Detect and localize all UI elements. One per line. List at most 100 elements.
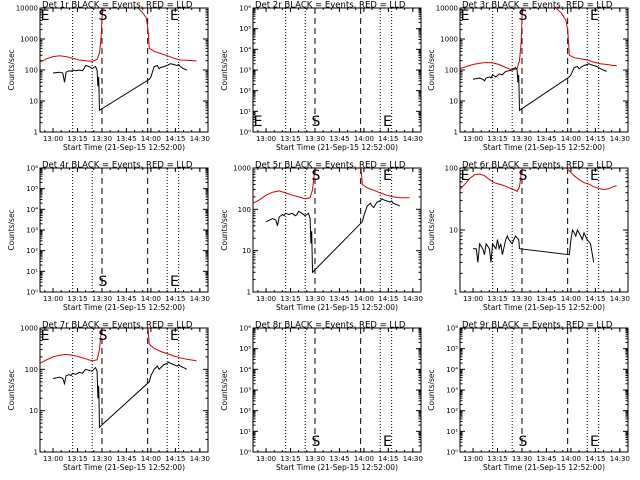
y-tick-label: 10 xyxy=(29,98,38,106)
start-marker-label: S xyxy=(99,274,108,290)
panel-title: Det 5r BLACK = Events, RED = LLD xyxy=(255,161,406,171)
panel-1: Det 1r BLACK = Events, RED = LLD 13:00 13:… xyxy=(7,1,210,153)
x-axis-label: Start Time (21-Sep-15 12:52:00) xyxy=(276,303,398,312)
x-tick-label: 14:15 xyxy=(585,135,605,143)
y-tick-label: 10000 xyxy=(436,5,458,13)
x-tick-label: 14:30 xyxy=(610,455,630,463)
y-tick-label: 10⁰ xyxy=(239,449,251,457)
start-marker-label: S xyxy=(312,168,321,184)
x-tick-label: 13:30 xyxy=(305,455,325,463)
x-tick-label: 14:15 xyxy=(165,295,185,303)
start-marker-label: S xyxy=(99,328,108,344)
panel-title: Det 8r BLACK = Events, RED = LLD xyxy=(255,321,406,331)
events-series-line xyxy=(265,198,401,274)
y-tick-label: 10⁶ xyxy=(446,325,458,333)
x-tick-label: 13:15 xyxy=(487,455,507,463)
x-tick-label: 14:00 xyxy=(354,295,374,303)
x-tick-label: 13:45 xyxy=(536,455,556,463)
y-axis-label: Counts/sec xyxy=(427,49,436,90)
x-tick-label: 13:15 xyxy=(67,295,87,303)
y-tick-label: 10 xyxy=(449,98,458,106)
end-marker-label: E xyxy=(41,328,50,344)
y-axis-label: Counts/sec xyxy=(427,369,436,410)
x-axis-label: Start Time (21-Sep-15 12:52:00) xyxy=(63,303,185,312)
start-marker-label: S xyxy=(519,168,528,184)
x-tick-label: 13:30 xyxy=(305,135,325,143)
y-axis-label: Counts/sec xyxy=(220,369,229,410)
y-tick-label: 10² xyxy=(26,247,38,255)
x-tick-label: 14:30 xyxy=(610,295,630,303)
panel-4: Det 4r BLACK = Events, RED = LLD 13:00 13:… xyxy=(7,161,210,313)
end-marker-label: E xyxy=(170,8,179,24)
x-axis-label: Start Time (21-Sep-15 12:52:00) xyxy=(276,463,398,472)
x-axis-label: Start Time (21-Sep-15 12:52:00) xyxy=(483,303,605,312)
x-tick-label: 14:30 xyxy=(403,295,423,303)
x-tick-label: 13:15 xyxy=(280,135,300,143)
x-tick-label: 14:00 xyxy=(354,135,374,143)
panel-title: Det 6r BLACK = Events, RED = LLD xyxy=(462,161,613,171)
x-tick-label: 14:00 xyxy=(141,295,161,303)
events-series-line xyxy=(52,361,188,429)
y-tick-label: 10⁴ xyxy=(239,46,251,54)
y-axis-label: Counts/sec xyxy=(220,49,229,90)
y-tick-label: 1000 xyxy=(20,36,38,44)
x-tick-label: 14:15 xyxy=(378,135,398,143)
x-tick-label: 13:45 xyxy=(329,295,349,303)
axes-frame xyxy=(39,327,209,453)
lld-series-line xyxy=(253,168,410,204)
y-tick-label: 10 xyxy=(29,407,38,415)
end-marker-label: E xyxy=(590,434,599,450)
x-tick-label: 13:30 xyxy=(305,295,325,303)
x-axis-label: Start Time (21-Sep-15 12:52:00) xyxy=(63,143,185,152)
y-tick-label: 10² xyxy=(239,407,251,415)
start-marker-label: S xyxy=(519,8,528,24)
x-tick-label: 14:15 xyxy=(378,455,398,463)
y-tick-label: 1 xyxy=(34,129,38,137)
events-series-line xyxy=(52,63,187,112)
panel-title: Det 4r BLACK = Events, RED = LLD xyxy=(42,161,193,171)
x-tick-label: 13:00 xyxy=(256,135,276,143)
y-tick-label: 1000 xyxy=(233,165,251,173)
x-tick-label: 13:45 xyxy=(329,455,349,463)
y-tick-label: 10⁴ xyxy=(239,366,251,374)
x-tick-label: 13:30 xyxy=(92,135,112,143)
axes-frame xyxy=(252,327,422,453)
lld-series-line xyxy=(40,8,197,63)
end-marker-label: E xyxy=(41,8,50,24)
y-tick-label: 100 xyxy=(445,165,458,173)
x-tick-label: 13:15 xyxy=(280,455,300,463)
x-tick-label: 13:15 xyxy=(67,455,87,463)
x-tick-label: 13:45 xyxy=(116,455,136,463)
x-tick-label: 14:30 xyxy=(610,135,630,143)
y-tick-label: 10⁵ xyxy=(446,345,458,353)
y-tick-label: 10⁵ xyxy=(26,185,38,193)
x-tick-label: 13:00 xyxy=(256,295,276,303)
axes-frame xyxy=(39,7,209,133)
end-marker-label: E xyxy=(590,168,599,184)
x-tick-label: 13:45 xyxy=(536,295,556,303)
x-axis-label: Start Time (21-Sep-15 12:52:00) xyxy=(63,463,185,472)
axes-frame xyxy=(252,167,422,293)
y-axis-label: Counts/sec xyxy=(7,369,16,410)
panel-2: Det 2r BLACK = Events, RED = LLD 13:00 13:… xyxy=(220,1,423,153)
panel-title: Det 7r BLACK = Events, RED = LLD xyxy=(42,321,193,331)
panel-title: Det 3r BLACK = Events, RED = LLD xyxy=(462,1,613,11)
y-tick-label: 10⁰ xyxy=(26,289,38,297)
x-tick-label: 13:45 xyxy=(329,135,349,143)
y-tick-label: 10000 xyxy=(16,5,38,13)
x-tick-label: 14:15 xyxy=(165,135,185,143)
x-tick-label: 14:15 xyxy=(165,455,185,463)
axes-frame xyxy=(459,167,629,293)
y-tick-label: 10⁶ xyxy=(239,325,251,333)
y-tick-label: 10² xyxy=(446,407,458,415)
x-tick-label: 14:00 xyxy=(561,135,581,143)
y-axis-label: Counts/sec xyxy=(427,209,436,250)
x-tick-label: 14:15 xyxy=(378,295,398,303)
x-tick-label: 14:30 xyxy=(403,455,423,463)
panel-6: Det 6r BLACK = Events, RED = LLD 13:00 13:… xyxy=(427,161,630,313)
series-group xyxy=(460,8,617,112)
y-tick-label: 10¹ xyxy=(446,428,458,436)
y-tick-label: 10¹ xyxy=(26,268,38,276)
panel-9: Det 9r BLACK = Events, RED = LLD 13:00 13:… xyxy=(427,321,630,473)
start-marker-label: S xyxy=(99,8,108,24)
